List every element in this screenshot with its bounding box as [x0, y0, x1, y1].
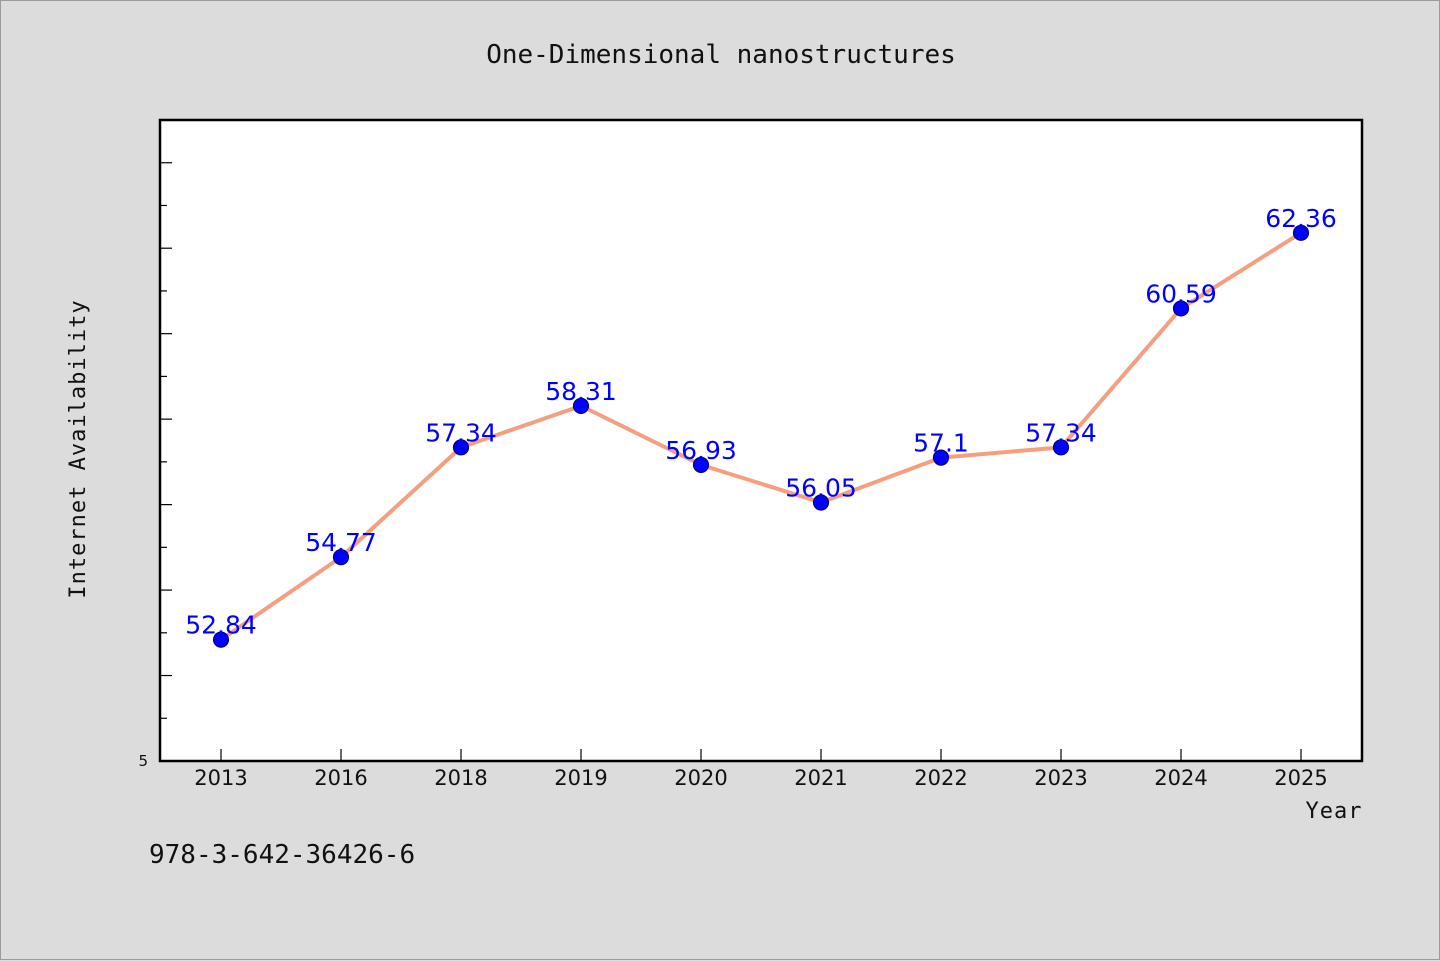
x-tick-label: 2018: [434, 766, 487, 790]
caption-isbn: 978-3-642-36426-6: [149, 840, 415, 870]
x-tick-label: 2019: [554, 766, 607, 790]
data-point: [212, 631, 230, 648]
x-tick-label: 2024: [1154, 766, 1207, 790]
data-points: [212, 224, 1310, 648]
x-tick-label: 2016: [314, 766, 367, 790]
x-tick-label: 2020: [674, 766, 727, 790]
x-tick-label: 2023: [1034, 766, 1087, 790]
data-point: [1172, 300, 1190, 317]
plot-area: [158, 118, 1364, 763]
data-label: 56.05: [785, 473, 857, 502]
data-label: 57.1: [913, 429, 969, 458]
data-point: [1052, 439, 1070, 456]
x-tick-label: 2021: [794, 766, 847, 790]
data-label: 60.59: [1145, 279, 1217, 308]
data-point: [572, 397, 590, 414]
data-point: [812, 494, 830, 511]
x-axis-label: Year: [1306, 799, 1363, 824]
y-tick-label: 5: [138, 752, 148, 770]
y-axis-ticks: 5: [138, 162, 172, 770]
data-labels: 52.84 54.77 57.34 58.31 56.93 56.05 57.1 57.34 6…: [185, 204, 1337, 640]
data-label: 52.84: [185, 611, 257, 640]
data-point: [1292, 224, 1310, 241]
data-point: [932, 449, 950, 466]
data-point: [692, 456, 710, 473]
y-axis-label: Internet Availability: [66, 299, 91, 598]
data-label: 62.36: [1265, 204, 1337, 233]
data-label: 57.34: [425, 418, 497, 447]
x-axis-ticks: 2013 2016 2018 2019 2020 2021 2022 2023 2024 2025: [194, 749, 1328, 790]
data-label: 57.34: [1025, 418, 1097, 447]
data-point: [452, 439, 470, 456]
x-tick-label: 2025: [1274, 766, 1327, 790]
data-label: 56.93: [665, 436, 737, 465]
chart-title: One-Dimensional nanostructures: [486, 40, 956, 70]
data-label: 54.77: [305, 528, 377, 557]
data-label: 58.31: [545, 377, 617, 406]
series-line: [219, 231, 1303, 642]
x-tick-label: 2022: [914, 766, 967, 790]
data-point: [332, 549, 350, 566]
x-tick-label: 2013: [194, 766, 247, 790]
